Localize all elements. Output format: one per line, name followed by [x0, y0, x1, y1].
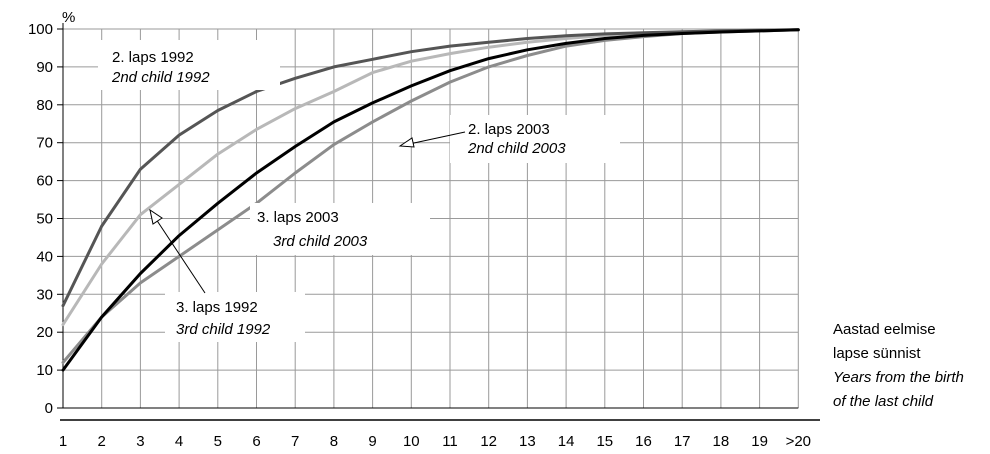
label-bg-third-2003 — [250, 203, 430, 255]
arrowhead-third-1992 — [149, 208, 163, 225]
x-tick-label: 7 — [291, 433, 299, 450]
series-line-second_1992 — [61, 28, 800, 308]
x-tick-label: 18 — [713, 433, 730, 450]
label-second-2003-et: 2. laps 2003 — [468, 121, 550, 138]
x-tick-label: 10 — [403, 433, 420, 450]
y-tick-label: 60 — [36, 173, 53, 190]
y-tick-label: 80 — [36, 97, 53, 114]
label-third-2003-et: 3. laps 2003 — [257, 209, 339, 226]
y-tick-labels: 0 10 20 30 40 50 60 70 80 90 100 — [28, 21, 53, 417]
x-tick-label: 17 — [674, 433, 691, 450]
x-tick-label: 3 — [136, 433, 144, 450]
y-tick-label: 20 — [36, 324, 53, 341]
label-third-2003-en: 3rd child 2003 — [273, 233, 368, 250]
x-tick-label: 9 — [368, 433, 376, 450]
x-tick-label: 8 — [330, 433, 338, 450]
y-tick-label: 70 — [36, 135, 53, 152]
y-tick-label: 100 — [28, 21, 53, 38]
y-unit-label: % — [62, 9, 75, 26]
x-tick-label: 12 — [480, 433, 497, 450]
series-annotations: 2. laps 1992 2nd child 1992 2. laps 2003… — [98, 40, 620, 342]
y-tick-label: 10 — [36, 362, 53, 379]
label-bg-second-1992 — [98, 40, 280, 90]
x-tick-labels: 1 2 3 4 5 6 7 8 9 10 11 12 13 14 15 16 17 18 19 >20 — [59, 433, 811, 450]
x-tick-label: 6 — [252, 433, 260, 450]
y-tick-label: 50 — [36, 211, 53, 228]
x-tick-label: 2 — [98, 433, 106, 450]
x-tick-label: 5 — [214, 433, 222, 450]
x-tick-label: 14 — [558, 433, 575, 450]
label-second-2003-en: 2nd child 2003 — [467, 140, 566, 157]
x-tick-label: 13 — [519, 433, 536, 450]
label-third-1992-et: 3. laps 1992 — [176, 299, 258, 316]
x-tick-label: 11 — [442, 433, 458, 450]
x-axis-title-en-line2: of the last child — [833, 393, 934, 410]
label-second-1992-et: 2. laps 1992 — [112, 49, 194, 66]
x-tick-label: >20 — [786, 433, 811, 450]
y-tick-label: 30 — [36, 286, 53, 303]
x-tick-label: 1 — [59, 433, 67, 450]
x-axis-title: Aastad eelmise lapse sünnist Years from … — [833, 321, 964, 410]
axes — [57, 23, 820, 421]
y-tick-label: 90 — [36, 59, 53, 76]
x-tick-label: 16 — [635, 433, 652, 450]
label-bg-second-2003 — [450, 115, 620, 163]
label-bg-third-1992 — [165, 292, 305, 342]
x-tick-label: 15 — [596, 433, 613, 450]
label-third-1992-en: 3rd child 1992 — [176, 321, 271, 338]
y-tick-label: 0 — [45, 400, 53, 417]
x-axis-title-en-line1: Years from the birth — [833, 369, 964, 386]
x-axis-title-et-line1: Aastad eelmise — [833, 321, 936, 338]
x-axis-title-et-line2: lapse sünnist — [833, 345, 921, 362]
arrowhead-second-2003 — [398, 137, 415, 148]
label-second-1992-en: 2nd child 1992 — [111, 69, 210, 86]
series-line-second_2003 — [61, 28, 800, 372]
x-tick-label: 19 — [751, 433, 768, 450]
x-tick-label: 4 — [175, 433, 183, 450]
y-tick-label: 40 — [36, 248, 53, 265]
arrow-line-third-1992 — [149, 209, 206, 294]
series-lines — [61, 28, 800, 372]
